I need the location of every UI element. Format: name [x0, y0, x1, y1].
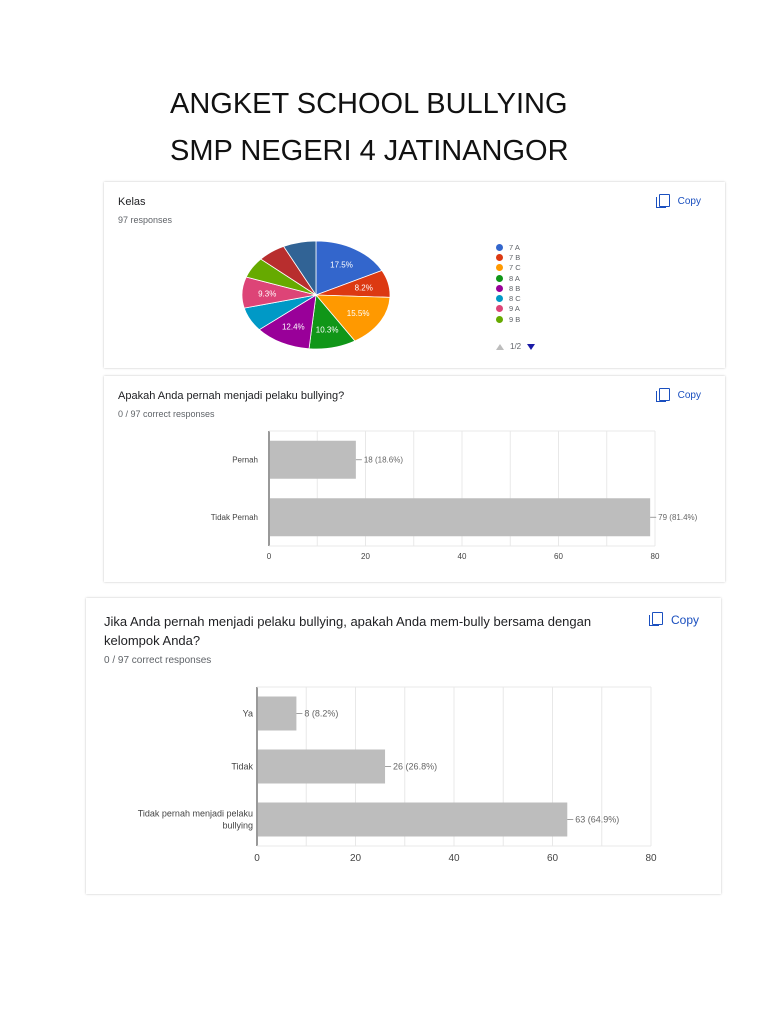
legend-item: 9 A	[496, 304, 521, 314]
question-title: Jika Anda pernah menjadi pelaku bullying…	[104, 614, 592, 648]
legend-item: 7 B	[496, 252, 521, 262]
legend-label: 9 A	[509, 304, 520, 314]
legend-label: 7 A	[509, 242, 520, 252]
category-label: Pernah	[232, 455, 258, 464]
x-tick-label: 0	[254, 853, 260, 864]
copy-button[interactable]: Copy	[655, 388, 701, 403]
x-tick-label: 20	[350, 853, 362, 864]
pie-slice-label: 12.4%	[282, 323, 305, 332]
copy-label: Copy	[670, 612, 699, 627]
value-label: 63 (64.9%)	[575, 815, 619, 825]
legend-label: 9 B	[509, 314, 521, 324]
x-tick-label: 40	[458, 552, 467, 561]
copy-label: Copy	[677, 390, 701, 401]
legend-swatch	[496, 284, 503, 292]
legend-label: 8 A	[509, 273, 520, 283]
legend-swatch	[496, 253, 503, 261]
legend-swatch	[496, 274, 503, 282]
bar-chart: 0 20 40 60 80 Pernah 18 (18.6%) Tidak Pernah 79 …	[211, 430, 698, 561]
legend-label: 8 C	[509, 294, 521, 304]
correct-responses-count: 0 / 97 correct responses	[118, 409, 215, 419]
category-label: Tidak Pernah	[211, 513, 258, 522]
value-label: 8 (8.2%)	[304, 709, 338, 719]
value-label: 79 (81.4%)	[658, 513, 697, 522]
pie-slice-label: 9.3%	[258, 289, 276, 298]
x-tick-label: 0	[267, 552, 272, 561]
category-label: Tidak	[231, 762, 253, 772]
bar	[270, 498, 651, 537]
x-tick-label: 60	[547, 853, 559, 864]
legend-item: 8 C	[496, 293, 521, 303]
bar	[258, 749, 386, 784]
legend-item: 8 B	[496, 283, 521, 293]
legend-swatch	[496, 243, 503, 251]
legend-swatch	[496, 315, 503, 323]
document-title: ANGKET SCHOOL BULLYING	[170, 88, 568, 120]
pie-slice	[315, 294, 391, 342]
x-tick-label: 80	[651, 552, 660, 561]
copy-button[interactable]: Copy	[655, 194, 701, 209]
category-label: Tidak pernah menjadi pelaku bullying	[138, 809, 253, 831]
x-tick-label: 40	[448, 853, 460, 864]
bar	[270, 440, 356, 479]
legend-swatch	[496, 264, 503, 272]
legend-label: 7 C	[509, 263, 521, 273]
copy-label: Copy	[677, 196, 701, 207]
legend-label: 7 B	[509, 252, 521, 262]
responses-count: 97 responses	[118, 215, 173, 225]
pie-slice-label: 17.5%	[330, 261, 353, 270]
document-subtitle: SMP NEGERI 4 JATINANGOR	[170, 135, 569, 167]
x-tick-label: 60	[554, 552, 563, 561]
copy-button[interactable]: Copy	[648, 612, 699, 627]
value-label: 18 (18.6%)	[364, 455, 403, 464]
pie-slice	[315, 240, 383, 296]
pie-chart: 17.5% 8.2% 15.5% 10.3% 12.4% 9.3%	[241, 240, 391, 350]
legend-swatch	[496, 305, 503, 313]
bar	[258, 802, 568, 837]
pie-slice	[283, 240, 317, 297]
pie-slice-label: 8.2%	[355, 283, 373, 292]
value-label: 26 (26.8%)	[393, 762, 437, 772]
legend-item: 9 B	[496, 314, 521, 324]
copy-icon	[648, 612, 663, 627]
legend-label: 8 B	[509, 283, 521, 293]
correct-responses-count: 0 / 97 correct responses	[104, 655, 212, 666]
kelas-question-card: Kelas 97 responses Copy 17.5% 8.2% 15.5% 10…	[104, 182, 725, 368]
legend-item: 8 A	[496, 273, 521, 283]
legend-swatch	[496, 295, 503, 303]
category-label: Ya	[243, 709, 253, 719]
legend-item: 7 C	[496, 263, 521, 273]
bar-chart: 0 20 40 60 80 Ya 8 (8.2%) Tidak 26 (26.8%) Tidak …	[138, 686, 657, 864]
pelaku-bullying-question-card: Apakah Anda pernah menjadi pelaku bullyi…	[104, 376, 725, 582]
pie-slice-label: 15.5%	[347, 309, 370, 318]
pager-label: 1/2	[510, 342, 522, 351]
copy-icon	[655, 388, 670, 403]
x-tick-label: 20	[361, 552, 370, 561]
x-tick-label: 80	[645, 853, 657, 864]
legend-pager: 1/2	[496, 342, 536, 351]
pie-slice	[258, 294, 317, 350]
copy-icon	[655, 194, 670, 209]
prev-page-icon[interactable]	[496, 343, 504, 350]
pie-slice-label: 10.3%	[316, 326, 339, 335]
kelompok-bullying-question-card: Jika Anda pernah menjadi pelaku bullying…	[86, 598, 721, 894]
legend-item: 7 A	[496, 242, 521, 252]
question-title: Apakah Anda pernah menjadi pelaku bullyi…	[118, 390, 345, 402]
next-page-icon[interactable]	[527, 343, 536, 350]
bar	[258, 696, 297, 731]
question-title: Kelas	[118, 196, 146, 208]
